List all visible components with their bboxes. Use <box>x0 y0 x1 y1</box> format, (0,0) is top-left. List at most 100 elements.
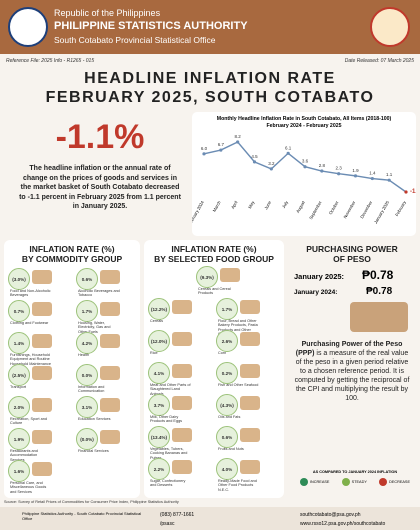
legend-item: STEADY <box>341 478 367 486</box>
psa-logo <box>8 7 48 47</box>
item-name: Clothing and Footwear <box>10 321 49 325</box>
data-label: 3.6 <box>302 159 309 164</box>
office: South Cotabato Provincial Statistical Of… <box>54 35 216 45</box>
data-label: 1.9 <box>352 168 359 173</box>
icon <box>172 364 192 378</box>
country: Republic of the Philippines <box>54 8 161 18</box>
point <box>303 165 307 169</box>
data-label: 6.1 <box>285 145 292 150</box>
item-name: Cereals <box>150 319 164 323</box>
header-band <box>0 0 420 54</box>
legend-label: DECREASE <box>389 480 410 484</box>
value-circle: 4.1% <box>148 362 170 384</box>
ppp-title: PURCHASING POWER <box>306 244 398 254</box>
icon <box>240 428 260 442</box>
item-name: Fish and Other Seafood <box>218 383 259 387</box>
value-circle: 0.7% <box>8 300 30 322</box>
section-title: INFLATION RATE (%) <box>29 244 115 254</box>
point <box>236 140 240 144</box>
data-label: 2.3 <box>336 166 343 171</box>
reference: Reference File: 2025 Info - R1265 - 015 <box>6 58 95 64</box>
icon <box>100 430 120 444</box>
data-label: 4.5 <box>251 154 258 159</box>
icon <box>240 300 260 314</box>
item-name: Rice <box>150 351 158 355</box>
value-circle: 3.7% <box>148 394 170 416</box>
data-label: 8.2 <box>235 134 242 139</box>
value-circle: 1.6% <box>8 460 30 482</box>
icon <box>240 364 260 378</box>
x-tick-label: April <box>230 200 239 210</box>
section-title: INFLATION RATE (%) <box>171 244 257 254</box>
value-circle: 1.7% <box>216 298 238 320</box>
x-tick-label: June <box>263 199 272 210</box>
point <box>353 174 358 178</box>
chart-title: Monthly Headline Inflation Rate in South… <box>217 116 392 122</box>
peso-icon <box>350 302 408 332</box>
item-name: Alcoholic Beverages and Tobacco <box>78 289 120 298</box>
data-label: 3.2 <box>268 161 275 166</box>
point <box>320 169 324 173</box>
value-circle: (4.3%) <box>216 394 238 416</box>
bagong-pilipinas-logo <box>370 7 410 47</box>
agency: PHILIPPINE STATISTICS AUTHORITY <box>54 20 248 32</box>
point <box>269 167 273 171</box>
data-label: 2.8 <box>319 163 326 168</box>
value-circle: 0.0% <box>76 364 98 386</box>
ppp-label: January 2025: <box>294 272 345 281</box>
chart-subtitle: February 2024 - February 2025 <box>267 123 342 129</box>
ppp-definition: Purchasing Power of the Peso (PPP) is a … <box>292 340 412 403</box>
item-name: Education Services <box>78 417 111 421</box>
data-label: 1.1 <box>386 172 393 177</box>
icon <box>220 268 240 282</box>
value-circle: 1.4% <box>8 332 30 354</box>
point <box>252 160 257 164</box>
line-chart: Monthly Headline Inflation Rate in South… <box>192 112 416 236</box>
icon <box>100 334 120 348</box>
section-subtitle: BY COMMODITY GROUP <box>21 254 123 264</box>
item-name: Cereals and Cereal Products <box>198 287 231 296</box>
title: HEADLINE INFLATION RATE <box>84 70 336 87</box>
icon <box>172 300 192 314</box>
value-circle: (2.5%) <box>8 364 30 386</box>
value-circle: 0.6% <box>216 426 238 448</box>
item-name: Information and Communication <box>78 385 105 394</box>
legend: INCREASE STEADY DECREASE <box>300 478 410 486</box>
icon <box>240 332 260 346</box>
icon <box>32 462 52 476</box>
point <box>337 172 341 176</box>
legend-label: INCREASE <box>310 480 330 484</box>
icon <box>32 334 52 348</box>
address: Philippine Statistics Authority - South … <box>22 511 142 521</box>
point <box>404 190 408 194</box>
data-label: 6.0 <box>201 146 208 151</box>
item-name: Housing, Water, Electricity, Gas and Oth… <box>78 321 111 334</box>
icon <box>172 396 192 410</box>
icon <box>32 430 52 444</box>
icon <box>100 270 120 284</box>
item-name: Milk, Other Dairy Products and Eggs <box>150 415 183 424</box>
icon <box>32 366 52 380</box>
email: southcotabato@psa.gov.ph <box>300 512 361 518</box>
point <box>219 148 223 152</box>
ppp-label: January 2024: <box>294 289 338 296</box>
legend-item: DECREASE <box>379 478 410 486</box>
data-label: 6.7 <box>218 142 225 147</box>
value-circle: 0.2% <box>216 362 238 384</box>
headline-text: The headline inflation or the annual rat… <box>19 165 181 210</box>
icon <box>240 396 260 410</box>
value-circle: 1.7% <box>76 300 98 322</box>
value-circle: 4.2% <box>76 332 98 354</box>
ppp-term: Purchasing Power of the Peso (PPP) <box>295 341 403 357</box>
item-name: Food and Non-Alcoholic Beverages <box>10 289 51 298</box>
ppp-value: ₱0.78 <box>362 268 394 282</box>
x-tick-label: March <box>212 199 222 212</box>
data-label: 1.4 <box>369 171 376 176</box>
item-name: Fruits and Nuts <box>218 447 244 451</box>
ppp-title: OF PESO <box>333 254 371 264</box>
item-name: Sugar, Confectionery and Desserts <box>150 479 186 488</box>
item-name: Recreation, Sport and Culture <box>10 417 47 426</box>
value-circle: (9.3%) <box>196 266 218 288</box>
icon <box>32 270 52 284</box>
value-circle: 1.9% <box>8 428 30 450</box>
